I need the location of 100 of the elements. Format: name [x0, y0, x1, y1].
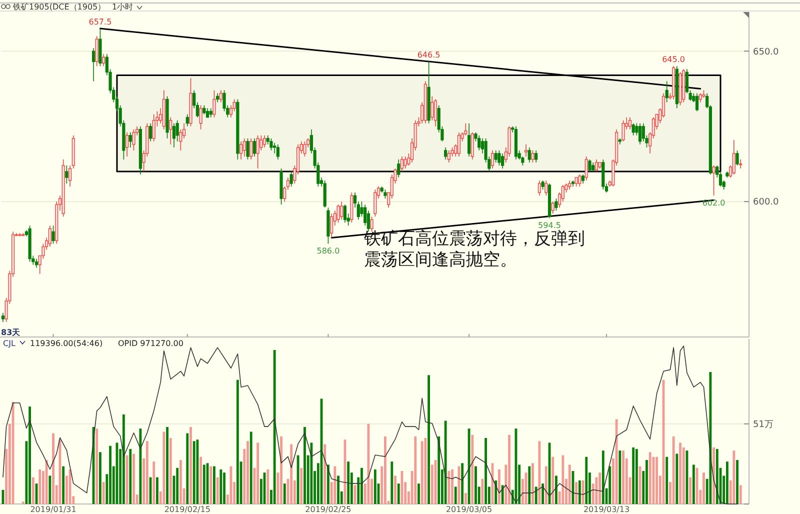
bar: [555, 476, 558, 504]
bar: [676, 454, 678, 504]
candlestick: [447, 150, 450, 163]
bar: [152, 462, 156, 504]
bar: [250, 432, 252, 504]
candlestick: [102, 54, 106, 67]
candlestick: [501, 153, 504, 169]
x-tick-label: 2019/02/15: [164, 505, 210, 514]
candlestick: [524, 144, 528, 157]
candlestick: [65, 165, 68, 184]
bar: [552, 456, 554, 504]
bar: [474, 466, 477, 504]
bar: [692, 464, 695, 504]
bar: [324, 444, 326, 504]
candlestick: [199, 104, 202, 130]
bar: [712, 447, 715, 504]
candlestick: [628, 116, 632, 130]
candlestick: [169, 116, 172, 145]
bar: [256, 442, 260, 504]
candlestick: [698, 92, 702, 103]
candlestick: [588, 159, 592, 172]
bar: [62, 466, 65, 504]
bar: [397, 484, 400, 504]
bar: [608, 466, 612, 504]
bar: [300, 468, 303, 504]
bar: [598, 472, 601, 504]
bar: [202, 464, 206, 504]
bar: [102, 482, 105, 504]
bar: [732, 450, 736, 504]
candlestick: [397, 159, 400, 178]
candlestick: [92, 48, 96, 82]
candlestick: [594, 159, 598, 172]
bar: [618, 450, 622, 504]
bar: [166, 427, 168, 504]
candlestick: [632, 122, 635, 136]
candlestick: [584, 156, 588, 181]
bar: [498, 469, 500, 504]
candlestick: [252, 138, 256, 157]
bar: [38, 469, 42, 504]
candlestick: [541, 180, 544, 190]
bar: [96, 428, 98, 504]
bar: [454, 486, 457, 504]
bar: [679, 442, 682, 504]
bar: [176, 468, 179, 504]
annotation: 594.5: [538, 221, 561, 230]
bar: [578, 480, 581, 504]
candlestick: [202, 104, 206, 115]
candlestick: [498, 150, 501, 166]
bar: [501, 485, 504, 504]
bar: [32, 477, 34, 504]
bar: [280, 436, 282, 504]
chart-subtitle: 1小时: [112, 2, 134, 12]
candlestick: [186, 114, 189, 127]
y-tick-label: 600.0: [753, 198, 780, 208]
candlestick: [52, 225, 55, 244]
candlestick: [330, 213, 334, 238]
candlestick: [430, 96, 434, 121]
annotation: 586.0: [316, 246, 340, 256]
candlestick: [34, 258, 38, 268]
candlestick: [434, 98, 438, 127]
bar: [420, 441, 424, 504]
candlestick: [343, 204, 347, 224]
candlestick: [478, 134, 481, 151]
candlestick: [290, 171, 293, 187]
annotation: 645.0: [662, 55, 686, 64]
bar: [428, 375, 430, 504]
candlestick: [95, 36, 98, 67]
bar: [632, 447, 635, 504]
bar: [736, 460, 738, 504]
bar: [213, 466, 216, 504]
bar: [418, 484, 420, 504]
candlestick: [544, 180, 548, 196]
candlestick: [206, 108, 210, 118]
bar: [156, 477, 158, 504]
bar: [602, 450, 604, 504]
candlestick: [246, 138, 250, 160]
bar: [414, 436, 417, 504]
x-tick-label: 2019/01/31: [30, 505, 76, 514]
bar: [52, 433, 54, 504]
candlestick: [216, 92, 220, 103]
candlestick: [736, 150, 739, 166]
bar: [726, 462, 728, 504]
bar: [334, 466, 336, 504]
bar: [464, 493, 467, 504]
bar: [99, 452, 102, 504]
candlestick: [732, 139, 736, 175]
candlestick: [712, 165, 716, 196]
bar: [575, 482, 578, 504]
bar: [266, 469, 270, 504]
annotation: 602.0: [702, 198, 726, 208]
candlestick: [494, 150, 498, 163]
bar: [532, 463, 534, 504]
bar: [146, 441, 148, 504]
annotation: 646.5: [417, 50, 440, 60]
candlestick: [303, 141, 306, 157]
bar: [109, 446, 112, 504]
candlestick: [534, 150, 538, 163]
bar: [471, 434, 474, 504]
bar: [451, 469, 454, 504]
bar: [544, 466, 548, 504]
